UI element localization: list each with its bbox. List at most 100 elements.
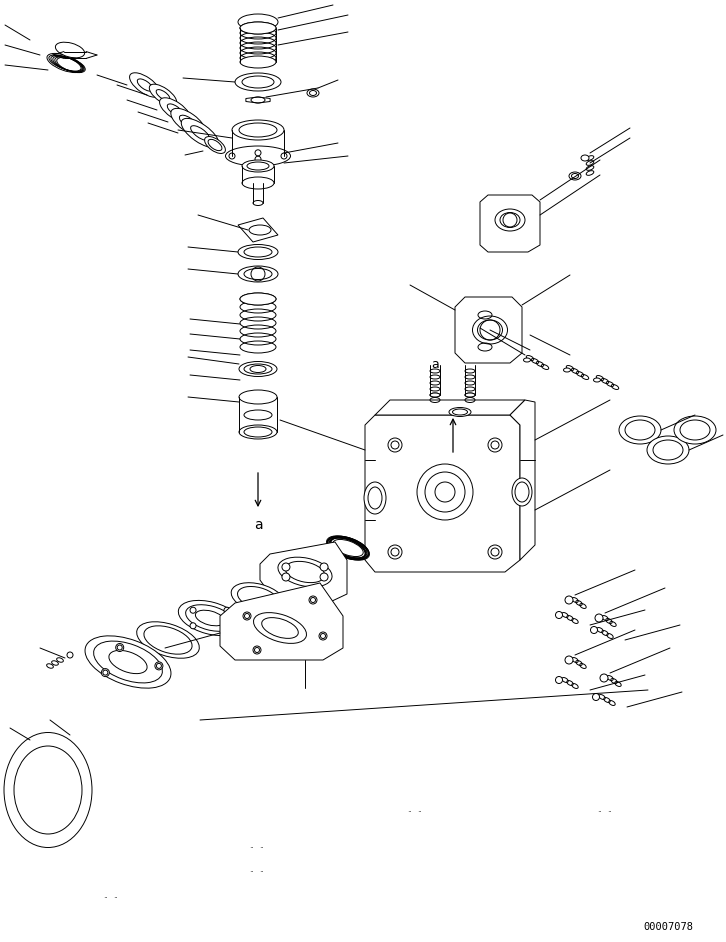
Text: ..: .. bbox=[102, 890, 107, 900]
Ellipse shape bbox=[512, 478, 532, 506]
Polygon shape bbox=[365, 415, 520, 572]
Text: ..: .. bbox=[597, 805, 603, 815]
Ellipse shape bbox=[523, 358, 531, 362]
Circle shape bbox=[590, 626, 597, 634]
Circle shape bbox=[190, 608, 196, 613]
Circle shape bbox=[115, 643, 123, 652]
Circle shape bbox=[67, 652, 73, 658]
Ellipse shape bbox=[239, 362, 277, 377]
Ellipse shape bbox=[171, 108, 205, 136]
Text: 00007078: 00007078 bbox=[643, 921, 693, 932]
Ellipse shape bbox=[238, 245, 278, 259]
Circle shape bbox=[488, 545, 502, 559]
Circle shape bbox=[282, 563, 290, 571]
Circle shape bbox=[224, 623, 230, 628]
Ellipse shape bbox=[226, 146, 290, 166]
Ellipse shape bbox=[242, 177, 274, 189]
Ellipse shape bbox=[240, 22, 276, 34]
Ellipse shape bbox=[55, 42, 85, 57]
Ellipse shape bbox=[238, 14, 278, 30]
Polygon shape bbox=[220, 583, 343, 660]
Ellipse shape bbox=[240, 293, 276, 305]
Polygon shape bbox=[510, 400, 535, 560]
Ellipse shape bbox=[364, 482, 386, 514]
Ellipse shape bbox=[179, 600, 242, 636]
Ellipse shape bbox=[253, 201, 263, 205]
Circle shape bbox=[600, 674, 608, 682]
Circle shape bbox=[255, 150, 261, 155]
Circle shape bbox=[320, 573, 328, 581]
Text: ..: .. bbox=[260, 840, 264, 850]
Text: ..: .. bbox=[407, 805, 412, 815]
Circle shape bbox=[488, 438, 502, 452]
Ellipse shape bbox=[129, 73, 160, 97]
Circle shape bbox=[592, 693, 600, 701]
Ellipse shape bbox=[307, 89, 319, 97]
Polygon shape bbox=[480, 195, 540, 252]
Circle shape bbox=[565, 656, 573, 664]
Ellipse shape bbox=[242, 160, 274, 172]
Circle shape bbox=[565, 596, 573, 604]
Ellipse shape bbox=[205, 137, 225, 154]
Text: ..: .. bbox=[608, 805, 612, 815]
Polygon shape bbox=[260, 542, 347, 602]
Ellipse shape bbox=[593, 378, 600, 382]
Circle shape bbox=[281, 153, 287, 159]
Ellipse shape bbox=[4, 733, 92, 848]
Ellipse shape bbox=[239, 425, 277, 439]
Circle shape bbox=[417, 464, 473, 520]
Circle shape bbox=[102, 669, 110, 676]
Circle shape bbox=[224, 608, 230, 613]
Ellipse shape bbox=[619, 416, 661, 444]
Circle shape bbox=[388, 438, 402, 452]
Circle shape bbox=[282, 573, 290, 581]
Ellipse shape bbox=[647, 436, 689, 464]
Circle shape bbox=[155, 662, 163, 670]
Text: ..: .. bbox=[113, 890, 118, 900]
Ellipse shape bbox=[231, 583, 285, 613]
Ellipse shape bbox=[569, 172, 581, 180]
Ellipse shape bbox=[136, 622, 200, 658]
Circle shape bbox=[555, 611, 563, 619]
Ellipse shape bbox=[473, 316, 507, 344]
Polygon shape bbox=[375, 400, 525, 415]
Ellipse shape bbox=[239, 390, 277, 404]
Circle shape bbox=[320, 563, 328, 571]
Ellipse shape bbox=[47, 54, 83, 73]
Ellipse shape bbox=[674, 416, 716, 444]
Ellipse shape bbox=[495, 209, 525, 231]
Ellipse shape bbox=[327, 536, 370, 560]
Circle shape bbox=[243, 612, 251, 620]
Ellipse shape bbox=[465, 393, 475, 397]
Text: ..: .. bbox=[417, 805, 423, 815]
Ellipse shape bbox=[235, 73, 281, 91]
Circle shape bbox=[229, 153, 235, 159]
Ellipse shape bbox=[449, 408, 471, 416]
Ellipse shape bbox=[85, 636, 171, 689]
Circle shape bbox=[190, 623, 196, 628]
Circle shape bbox=[319, 632, 327, 640]
Text: ..: .. bbox=[250, 866, 254, 874]
Ellipse shape bbox=[581, 155, 589, 161]
Text: ..: .. bbox=[260, 866, 264, 874]
Circle shape bbox=[309, 596, 317, 604]
Polygon shape bbox=[455, 297, 522, 363]
Ellipse shape bbox=[182, 119, 219, 148]
Circle shape bbox=[255, 156, 261, 162]
Text: a: a bbox=[253, 518, 262, 532]
Circle shape bbox=[388, 545, 402, 559]
Circle shape bbox=[555, 676, 563, 684]
Text: ..: .. bbox=[250, 840, 254, 850]
Circle shape bbox=[595, 614, 603, 622]
Ellipse shape bbox=[430, 393, 440, 397]
Ellipse shape bbox=[150, 84, 176, 106]
Ellipse shape bbox=[238, 266, 278, 282]
Ellipse shape bbox=[160, 98, 190, 122]
Ellipse shape bbox=[232, 120, 284, 140]
Ellipse shape bbox=[240, 56, 276, 68]
Ellipse shape bbox=[563, 368, 571, 372]
Polygon shape bbox=[246, 97, 270, 103]
Text: a: a bbox=[431, 359, 439, 371]
Polygon shape bbox=[238, 218, 278, 242]
Circle shape bbox=[253, 646, 261, 654]
